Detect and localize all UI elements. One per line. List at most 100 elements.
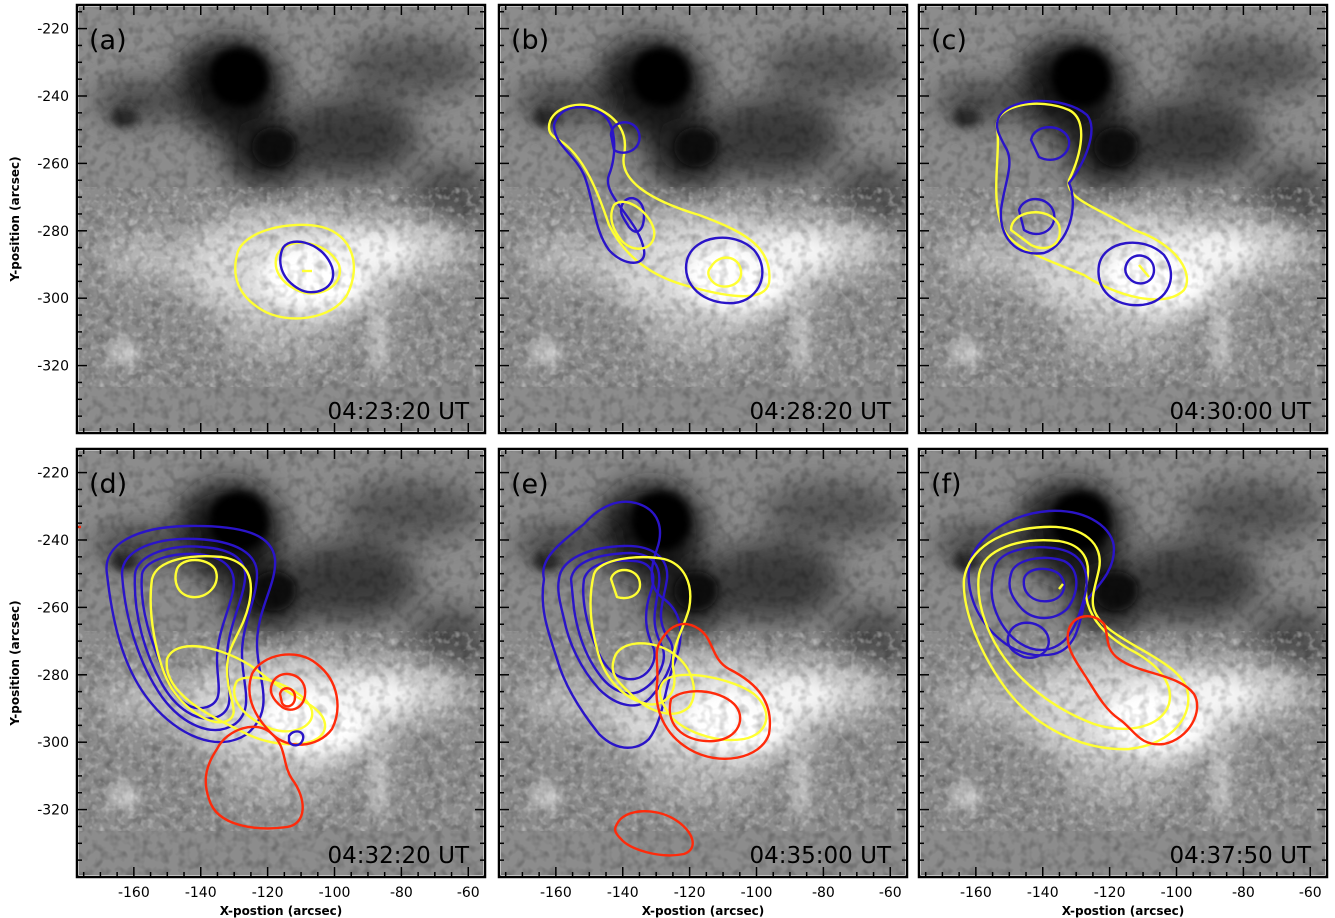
y-tick-label: -280 <box>37 224 69 240</box>
magnetogram-image <box>79 7 489 431</box>
tick-marks <box>77 449 486 878</box>
yellow-contour <box>610 200 656 250</box>
blue-contour <box>990 546 1088 652</box>
panel-f: (f) 04:37:50 UT -160 -140 -120 -100 -80 -60 X-po… <box>917 447 1331 918</box>
x-tick-label: -100 <box>741 885 773 901</box>
red-contour <box>269 672 307 711</box>
tick-marks <box>919 449 1328 878</box>
yellow-contour <box>165 645 327 746</box>
x-tick-label: -160 <box>118 885 150 901</box>
blue-contour <box>1029 126 1071 162</box>
y-tick-label: -300 <box>37 735 69 751</box>
x-tick-label: -120 <box>674 885 706 901</box>
x-tick-label: -60 <box>1299 885 1322 901</box>
y-axis-title: Y-position (arcsec) <box>8 600 22 726</box>
yellow-contour <box>977 539 1172 731</box>
x-axis-title: X-postion (arcsec) <box>1062 904 1185 918</box>
y-tick-label: -320 <box>37 803 69 819</box>
timestamp-label: 04:37:50 UT <box>1170 843 1312 869</box>
panel-frame <box>917 447 1329 879</box>
tick-marks <box>77 5 486 434</box>
blue-contour <box>1097 241 1173 307</box>
x-tick-label: -60 <box>879 885 902 901</box>
contour-group <box>541 500 772 857</box>
magnetogram-image <box>921 451 1331 875</box>
blue-contour <box>684 236 764 305</box>
red-contour <box>655 622 772 760</box>
panel-label: (d) <box>89 469 127 500</box>
contour-group <box>962 509 1199 751</box>
red-contour <box>278 687 297 708</box>
y-tick-label: -280 <box>37 668 69 684</box>
y-tick-label: -320 <box>37 359 69 375</box>
blue-contour <box>279 240 335 294</box>
y-tick-label: -240 <box>37 533 69 549</box>
blue-contour <box>619 196 646 233</box>
blue-contour <box>557 544 674 707</box>
panel-frame <box>497 3 909 435</box>
x-tick-label: -140 <box>185 885 217 901</box>
panel-c: (c) 04:30:00 UT <box>917 3 1331 435</box>
blue-contour <box>569 551 666 695</box>
yellow-contour <box>611 642 696 715</box>
panel-a: (a) 04:23:20 UT -220 -240 -260 -280 -300 -320 Y-… <box>8 3 489 435</box>
y-tick-label: -220 <box>37 22 69 38</box>
x-tick-label: -120 <box>1094 885 1126 901</box>
x-axis-title: X-postion (arcsec) <box>220 904 343 918</box>
blue-contour <box>552 106 646 264</box>
x-tick-label: -140 <box>1027 885 1059 901</box>
blue-contour <box>1008 556 1078 620</box>
panel-label: (a) <box>89 25 127 56</box>
timestamp-label: 04:35:00 UT <box>750 843 892 869</box>
yellow-contour <box>609 568 642 600</box>
y-tick-label: -260 <box>37 600 69 616</box>
x-tick-label: -100 <box>1161 885 1193 901</box>
panel-d: (d) 04:32:20 UT -220 -240 -260 -280 -300 -320 Y-… <box>8 447 489 918</box>
y-tick-label: -260 <box>37 156 69 172</box>
blue-contour <box>1124 254 1156 285</box>
panel-b: (b) 04:28:20 UT <box>497 3 911 435</box>
contour-group <box>995 99 1189 307</box>
blue-contour <box>120 537 259 732</box>
y-tick-label: -240 <box>37 89 69 105</box>
yellow-contour <box>234 223 356 320</box>
panel-label: (e) <box>511 469 549 500</box>
yellow-contour <box>149 555 253 724</box>
x-tick-label: -80 <box>390 885 413 901</box>
blue-contour <box>1017 197 1056 236</box>
tick-marks <box>499 5 908 434</box>
yellow-contour <box>1009 211 1062 250</box>
contour-group <box>234 223 356 320</box>
timestamp-label: 04:23:20 UT <box>328 399 470 425</box>
panel-e: (e) 04:35:00 UT -160 -140 -120 -100 -80 -60 X-po… <box>497 447 909 918</box>
red-contour <box>248 653 339 746</box>
x-tick-label: -160 <box>540 885 572 901</box>
contour-group <box>547 103 771 305</box>
timestamp-label: 04:28:20 UT <box>750 399 892 425</box>
blue-contour <box>609 121 641 154</box>
blue-contour <box>1006 621 1050 659</box>
x-tick-label: -60 <box>457 885 480 901</box>
magnetogram-image <box>921 7 1331 431</box>
yellow-contour <box>174 558 218 599</box>
tick-marks <box>919 5 1328 434</box>
red-contour <box>204 725 304 830</box>
y-tick-label: -300 <box>37 291 69 307</box>
x-tick-label: -80 <box>1232 885 1255 901</box>
blue-contour <box>995 99 1093 255</box>
tick-marks <box>499 449 908 878</box>
x-tick-label: -100 <box>319 885 351 901</box>
panel-frame <box>917 3 1329 435</box>
blue-contour <box>1022 567 1066 603</box>
blue-contour <box>541 500 682 749</box>
magnetogram-image <box>77 451 489 875</box>
magnetogram-image <box>501 7 911 431</box>
yellow-contour <box>658 673 768 742</box>
yellow-contour <box>589 556 692 706</box>
panel-label: (c) <box>931 25 967 56</box>
red-contour <box>1066 615 1199 746</box>
yellow-contour <box>707 256 743 288</box>
yellow-contour <box>962 525 1190 751</box>
panel-label: (b) <box>511 25 549 56</box>
